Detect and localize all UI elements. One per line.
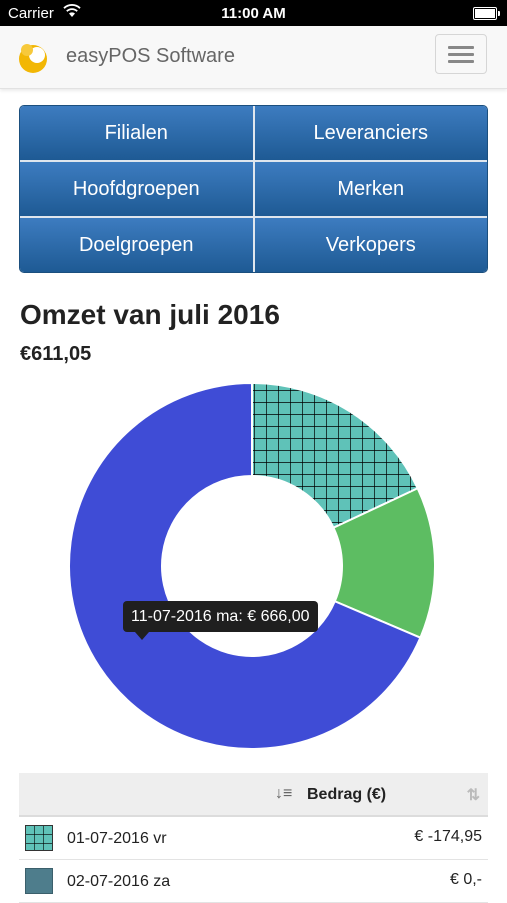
revenue-doughnut-chart[interactable]	[62, 378, 446, 754]
table-header: ↓≡ Bedrag (€) ⇅	[19, 773, 488, 817]
category-button-grid: Filialen Leveranciers Hoofdgroepen Merke…	[19, 105, 488, 273]
chart-slice-3[interactable]	[68, 381, 422, 750]
hoofdgroepen-button[interactable]: Hoofdgroepen	[20, 162, 253, 216]
table-row[interactable]: 01-07-2016 vr € -174,95	[19, 817, 488, 860]
row-amount: € -174,95	[414, 828, 482, 845]
page-title: Omzet van juli 2016	[20, 299, 280, 330]
menu-toggle-button[interactable]	[435, 34, 487, 74]
wifi-icon	[63, 4, 81, 17]
navbar: easyPOS Software	[0, 26, 507, 89]
table-row[interactable]: 02-07-2016 za € 0,-	[19, 860, 488, 903]
verkopers-button[interactable]: Verkopers	[254, 218, 487, 272]
easypos-logo-icon[interactable]	[16, 40, 50, 74]
leveranciers-button[interactable]: Leveranciers	[254, 106, 487, 160]
row-date: 01-07-2016 vr	[67, 830, 167, 847]
hamburger-menu-icon	[448, 46, 474, 49]
status-bar: Carrier 11:00 AM	[0, 0, 507, 26]
chart-tooltip: 11-07-2016 ma: € 666,00	[123, 601, 318, 640]
color-swatch	[25, 868, 53, 894]
revenue-table: ↓≡ Bedrag (€) ⇅ 01-07-2016 vr € -174,95 …	[19, 773, 488, 903]
chart-slice-1[interactable]	[251, 381, 420, 530]
sort-toggle-icon[interactable]: ⇅	[466, 787, 480, 804]
row-date: 02-07-2016 za	[67, 873, 171, 890]
battery-icon	[473, 7, 500, 20]
carrier-label: Carrier	[8, 5, 54, 22]
merken-button[interactable]: Merken	[254, 162, 487, 216]
filialen-button[interactable]: Filialen	[20, 106, 253, 160]
row-amount: € 0,-	[449, 871, 482, 888]
total-revenue: €611,05	[20, 343, 92, 365]
amount-column-header[interactable]: Bedrag (€)	[307, 786, 387, 803]
clock: 11:00 AM	[221, 5, 286, 22]
brand-name[interactable]: easyPOS Software	[66, 45, 235, 67]
doelgroepen-button[interactable]: Doelgroepen	[20, 218, 253, 272]
color-swatch	[25, 825, 53, 851]
sort-descending-icon[interactable]: ↓≡	[275, 785, 293, 802]
